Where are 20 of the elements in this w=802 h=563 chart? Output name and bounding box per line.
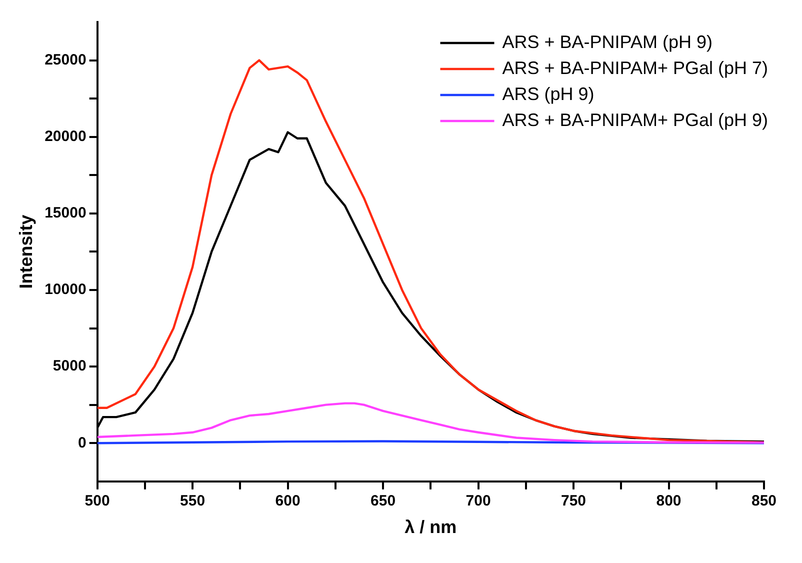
legend-label: ARS (pH 9) [502,84,594,104]
y-axis-title: Intensity [16,214,36,289]
x-tick-label: 750 [561,492,586,510]
x-tick-label: 650 [370,492,396,510]
y-tick-label: 20000 [44,128,86,145]
x-tick-label: 800 [656,492,682,510]
legend-label: ARS + BA-PNIPAM+ PGal (pH 9) [502,110,768,130]
y-tick-label: 0 [78,434,86,452]
x-tick-label: 600 [275,492,300,510]
y-tick-label: 10000 [44,281,86,298]
x-tick-label: 550 [180,492,206,510]
x-tick-label: 700 [466,492,491,510]
y-tick-label: 15000 [44,204,86,222]
x-tick-label: 500 [84,492,110,510]
y-tick-label: 25000 [44,51,86,68]
x-axis-title: λ / nm [404,517,457,538]
legend-label: ARS + BA-PNIPAM+ PGal (pH 7) [502,58,768,78]
x-tick-label: 850 [751,492,777,510]
y-tick-label: 5000 [52,358,86,375]
legend-label: ARS + BA-PNIPAM (pH 9) [502,32,712,52]
